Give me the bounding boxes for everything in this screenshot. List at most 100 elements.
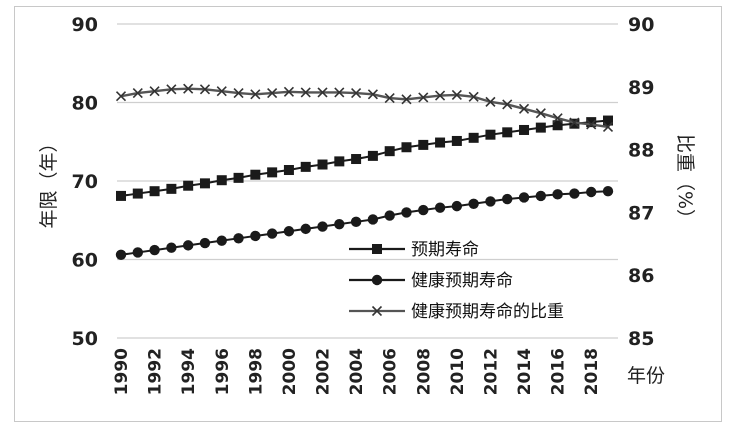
x-tick-label: 1994 bbox=[179, 348, 199, 395]
square-data-point bbox=[367, 150, 378, 161]
x-data-point bbox=[535, 108, 546, 119]
circle-data-point bbox=[300, 223, 311, 235]
x-data-point bbox=[115, 91, 127, 102]
x-marker-stroke bbox=[300, 87, 311, 98]
circle-data-point bbox=[350, 216, 362, 228]
circle-data-point bbox=[367, 214, 379, 225]
x-data-point bbox=[367, 89, 378, 100]
x-data-point bbox=[216, 86, 227, 97]
square-data-point bbox=[586, 117, 597, 128]
x-marker-stroke bbox=[586, 119, 597, 130]
x-data-point bbox=[384, 93, 395, 104]
x-tick-label: 1996 bbox=[213, 348, 233, 395]
x-data-point bbox=[166, 84, 177, 95]
series-line bbox=[120, 119, 609, 197]
x-marker-stroke bbox=[267, 88, 278, 99]
left-y-tick-label: 50 bbox=[72, 328, 98, 350]
x-data-point bbox=[435, 90, 446, 101]
x-tick-label: 2014 bbox=[515, 348, 535, 395]
circle-data-point bbox=[468, 198, 479, 209]
circle-data-point bbox=[283, 226, 295, 237]
square-data-point bbox=[351, 154, 362, 165]
x-data-point bbox=[300, 87, 311, 98]
x-tick-label: 1998 bbox=[246, 348, 266, 395]
circle-data-point bbox=[434, 202, 446, 213]
x-marker-stroke bbox=[132, 88, 143, 99]
square-data-point bbox=[317, 159, 328, 170]
circle-data-point bbox=[199, 237, 211, 249]
square-data-point bbox=[384, 146, 395, 157]
x-data-point bbox=[502, 99, 513, 110]
x-tick-label: 2002 bbox=[314, 348, 334, 395]
x-marker-stroke bbox=[367, 89, 378, 100]
x-tick-label: 2016 bbox=[549, 348, 569, 395]
x-marker-stroke bbox=[451, 89, 462, 101]
circle-data-point bbox=[132, 247, 143, 258]
square-data-point bbox=[535, 122, 546, 133]
square-data-point bbox=[183, 180, 194, 191]
square-data-point bbox=[149, 186, 160, 197]
x-marker-stroke bbox=[283, 86, 294, 97]
x-tick-label: 2012 bbox=[481, 348, 501, 395]
circle-data-point bbox=[334, 218, 345, 230]
left-y-tick-label: 60 bbox=[72, 250, 98, 272]
x-tick-label: 1990 bbox=[112, 348, 132, 395]
x-data-point bbox=[418, 92, 429, 103]
x-marker-stroke bbox=[199, 84, 211, 95]
legend-marker bbox=[371, 305, 383, 317]
legend-item: 预期寿命 bbox=[349, 240, 479, 260]
square-data-point bbox=[468, 132, 479, 143]
x-data-point bbox=[283, 86, 294, 97]
right-y-tick-label: 90 bbox=[628, 14, 654, 36]
square-data-point bbox=[435, 137, 446, 148]
square-data-point bbox=[502, 127, 513, 138]
circle-data-point bbox=[266, 228, 278, 239]
x-data-point bbox=[317, 87, 328, 98]
square-data-point bbox=[418, 139, 429, 150]
x-marker-stroke bbox=[334, 87, 345, 98]
square-data-point bbox=[401, 142, 412, 153]
x-axis-title: 年份 bbox=[627, 365, 665, 387]
square-data-point bbox=[300, 161, 311, 172]
circle-data-point bbox=[250, 230, 261, 242]
x-marker-stroke bbox=[166, 84, 177, 95]
right-y-tick-label: 87 bbox=[628, 202, 654, 224]
x-data-point bbox=[351, 88, 362, 99]
square-data-point bbox=[199, 178, 210, 189]
square-data-point bbox=[334, 156, 345, 167]
square-data-point bbox=[267, 167, 278, 178]
x-data-point bbox=[602, 121, 614, 133]
x-marker-stroke bbox=[535, 108, 546, 119]
x-data-point bbox=[334, 87, 345, 98]
circle-data-point bbox=[216, 235, 227, 246]
circle-data-point bbox=[233, 233, 244, 244]
circle-data-point bbox=[115, 249, 127, 260]
circle-data-point bbox=[384, 210, 395, 221]
x-marker-stroke bbox=[552, 113, 563, 124]
series-layer bbox=[115, 83, 614, 260]
square-data-point bbox=[250, 169, 261, 180]
x-data-point bbox=[250, 89, 261, 100]
x-marker-stroke bbox=[435, 90, 446, 101]
x-data-point bbox=[569, 117, 580, 128]
x-marker-stroke bbox=[418, 92, 429, 103]
x-data-point bbox=[552, 113, 563, 124]
square-data-point bbox=[552, 120, 563, 131]
x-tick-label: 2004 bbox=[347, 348, 367, 395]
x-marker-stroke bbox=[149, 86, 160, 97]
circle-data-point bbox=[518, 192, 530, 203]
square-data-point bbox=[166, 183, 177, 194]
x-marker-stroke bbox=[317, 87, 328, 98]
x-marker-stroke bbox=[485, 96, 496, 107]
circle-data-point bbox=[182, 240, 194, 251]
circle-data-point bbox=[418, 204, 429, 216]
x-marker-stroke bbox=[518, 103, 530, 114]
left-y-axis: 50 60 70 80 90 年限（年） bbox=[38, 14, 98, 350]
square-data-point bbox=[116, 190, 126, 201]
x-tick-label: 2008 bbox=[414, 348, 434, 395]
x-data-point bbox=[183, 83, 194, 94]
right-y-axis: 85 86 87 88 89 90 比重（%） bbox=[628, 14, 696, 350]
legend-item: 健康预期寿命 bbox=[349, 271, 513, 291]
circle-data-point bbox=[451, 200, 463, 212]
square-data-point bbox=[603, 115, 613, 126]
